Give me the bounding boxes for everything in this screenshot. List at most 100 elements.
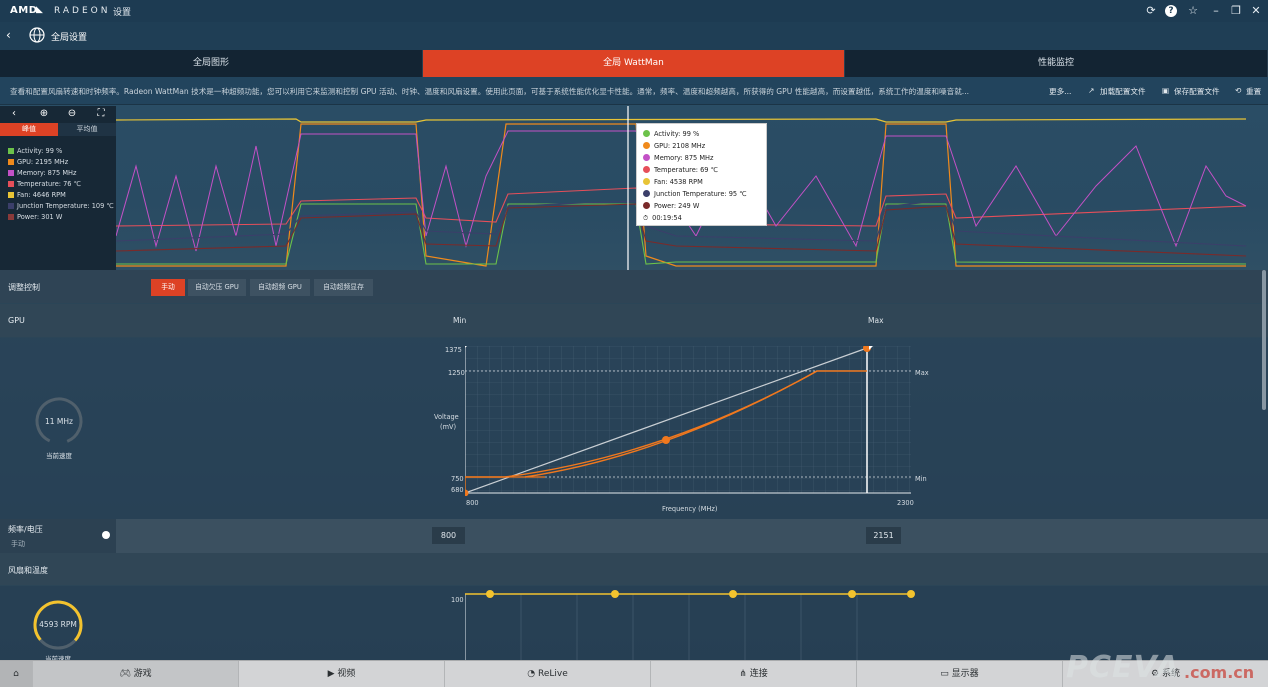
auto-undervolt-gpu-button[interactable]: 自动欠压 GPU: [188, 279, 246, 296]
radeon-wordmark: RADEON: [54, 6, 111, 16]
gamepad-icon: 🎮︎: [119, 669, 134, 679]
peak-toggle[interactable]: 峰值: [0, 123, 58, 136]
load-profile-icon[interactable]: ↗: [1088, 86, 1095, 95]
globe-icon: [29, 27, 45, 43]
nav-gaming[interactable]: 🎮︎ 游戏: [33, 661, 239, 687]
settings-title: 设置: [113, 8, 132, 18]
watermark-domain: .com.cn: [1184, 663, 1255, 682]
legend-swatch: [8, 170, 14, 176]
refresh-icon[interactable]: ⟳: [1146, 4, 1156, 17]
save-profile-icon[interactable]: ▣: [1162, 86, 1170, 95]
gpu-speed-value: 11 MHz: [45, 417, 73, 426]
monitor-icon: ▭: [940, 669, 952, 679]
tab-global-wattman[interactable]: 全局 WattMan: [423, 50, 845, 77]
zoom-in-icon[interactable]: ⊕: [39, 108, 49, 119]
max-handle-icon[interactable]: [869, 346, 875, 350]
tooltip-row: Fan: 4538 RPM: [643, 176, 760, 188]
freq-voltage-mode: 手动: [11, 540, 25, 548]
more-link[interactable]: 更多...: [1049, 87, 1072, 96]
freq-voltage-row: 频率/电压 手动 800 2151: [0, 519, 1268, 553]
legend-item[interactable]: Memory: 875 MHz: [8, 169, 76, 177]
chart-back-icon[interactable]: ‹: [12, 108, 16, 119]
fan-point[interactable]: [848, 590, 856, 598]
fit-view-icon[interactable]: ⛶: [97, 108, 105, 119]
average-toggle[interactable]: 平均值: [58, 123, 116, 136]
gpu-max-freq-input[interactable]: 2151: [866, 527, 901, 544]
auto-overclock-gpu-button[interactable]: 自动超频 GPU: [250, 279, 310, 296]
curve-point-min[interactable]: [465, 489, 469, 497]
legend-item[interactable]: GPU: 2195 MHz: [8, 158, 68, 166]
gear-icon: ⚙: [1151, 669, 1162, 679]
nav-relive[interactable]: ◔ ReLive: [445, 661, 651, 687]
reset-button[interactable]: 重置: [1246, 87, 1262, 96]
legend-swatch: [8, 181, 14, 187]
nav-display[interactable]: ▭ 显示器: [857, 661, 1063, 687]
gpu-label: GPU: [8, 316, 25, 325]
gpu-speed-gauge: [35, 397, 83, 445]
save-profile-button[interactable]: 保存配置文件: [1174, 87, 1220, 96]
minimize-icon[interactable]: –: [1213, 4, 1219, 17]
nav-bar: ‹ 全局设置: [0, 22, 1268, 50]
curve-point-max[interactable]: [863, 346, 871, 352]
home-icon: ⌂: [13, 669, 19, 679]
reset-icon[interactable]: ⟲: [1235, 86, 1242, 95]
amd-logo: AMD: [10, 5, 38, 16]
nav-connect[interactable]: ⋔ 连接: [651, 661, 857, 687]
tooltip-time: ⏱ 00:19:54: [643, 214, 682, 222]
gpu-body: 11 MHz 当前速度 Voltage (mV) 1375 1250 750 6…: [0, 338, 1268, 519]
freq-voltage-toggle[interactable]: [102, 531, 110, 539]
fan-point[interactable]: [729, 590, 737, 598]
curve-point-mid[interactable]: [662, 436, 670, 444]
restore-icon[interactable]: ❐: [1231, 4, 1241, 17]
legend-item[interactable]: Junction Temperature: 109 ℃: [8, 202, 114, 210]
fan-body: 4593 RPM 当前速度 100: [0, 586, 1268, 663]
legend-swatch: [8, 148, 14, 154]
legend-swatch: [8, 159, 14, 165]
close-icon[interactable]: ✕: [1251, 4, 1261, 17]
gpu-min-freq-input[interactable]: 800: [432, 527, 465, 544]
tab-performance-monitor[interactable]: 性能监控: [845, 50, 1268, 77]
voltage-frequency-curve[interactable]: [465, 346, 915, 496]
nav-video[interactable]: ▶ 视频: [239, 661, 445, 687]
max-guide-label: Max: [915, 369, 929, 377]
fan-point[interactable]: [486, 590, 494, 598]
legend-item[interactable]: Activity: 99 %: [8, 147, 62, 155]
tooltip-row: Activity: 99 %: [643, 128, 760, 140]
scrollbar-thumb[interactable]: [1262, 270, 1266, 410]
max-column-label: Max: [868, 316, 884, 325]
star-icon[interactable]: ☆: [1188, 4, 1198, 17]
legend-item[interactable]: Fan: 4646 RPM: [8, 191, 66, 199]
legend-swatch: [8, 214, 14, 220]
tooltip-row: Power: 249 W: [643, 200, 760, 212]
back-arrow-icon[interactable]: ‹: [6, 28, 11, 42]
help-icon[interactable]: ?: [1165, 5, 1177, 17]
legend-item[interactable]: Power: 301 W: [8, 213, 62, 221]
legend-item[interactable]: Temperature: 76 ℃: [8, 180, 81, 188]
manual-button[interactable]: 手动: [151, 279, 185, 296]
fan-curve[interactable]: [465, 588, 917, 660]
home-button[interactable]: ⌂: [0, 661, 33, 687]
fan-point[interactable]: [611, 590, 619, 598]
min-guide-label: Min: [915, 475, 927, 483]
fan-point[interactable]: [907, 590, 915, 598]
fan-speed-value: 4593 RPM: [39, 620, 77, 629]
nav-system[interactable]: ⚙ 系统: [1151, 669, 1180, 679]
legend-swatch: [8, 203, 14, 209]
auto-overclock-memory-button[interactable]: 自动超频显存: [314, 279, 373, 296]
tab-global-graphics[interactable]: 全局图形: [0, 50, 423, 77]
voltage-handle-icon[interactable]: [465, 346, 469, 350]
min-column-label: Min: [453, 316, 467, 325]
watermark: PCEVA: [1066, 650, 1180, 685]
share-icon: ⋔: [739, 669, 750, 679]
zoom-out-icon[interactable]: ⊖: [67, 108, 77, 119]
relive-icon: ◔: [527, 669, 538, 679]
stopwatch-icon: ⏱: [643, 214, 649, 222]
gpu-header-row: GPU Min Max: [0, 304, 1268, 338]
voltage-axis-label: Voltage: [434, 413, 459, 421]
gpu-speed-caption: 当前速度: [46, 452, 72, 460]
fan-speed-caption: 当前速度: [45, 655, 71, 663]
monitor-legend-panel: ‹ ⊕ ⊖ ⛶ 峰值 平均值 Activity: 99 % GPU: 2195 …: [0, 106, 116, 270]
page-title: 全局设置: [51, 33, 88, 43]
load-profile-button[interactable]: 加载配置文件: [1100, 87, 1146, 96]
x-tick: 800: [466, 499, 479, 507]
